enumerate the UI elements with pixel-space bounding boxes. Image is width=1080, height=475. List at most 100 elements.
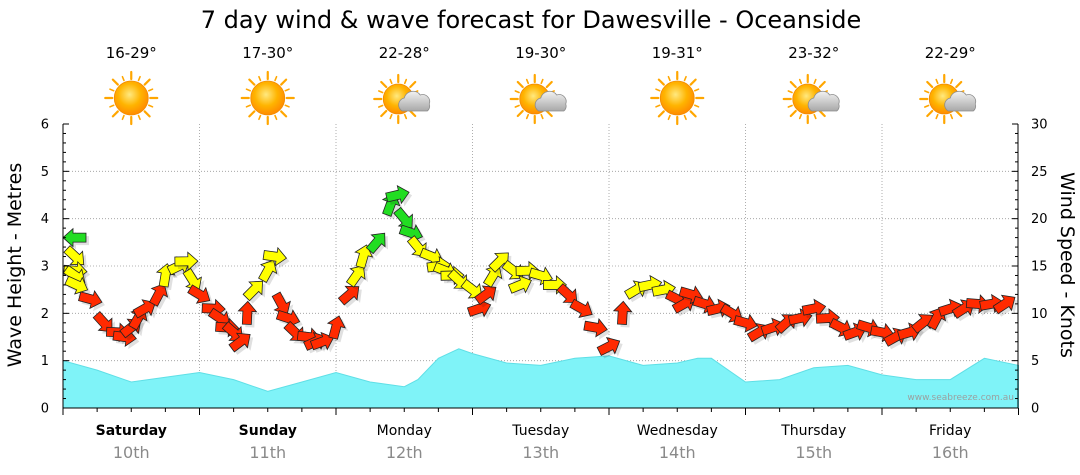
sun-icon — [240, 70, 295, 126]
sun-ray — [694, 104, 700, 108]
sun-ray — [409, 80, 417, 89]
sun-ray — [258, 114, 262, 121]
wind-arrow — [365, 232, 386, 255]
sun-ray — [545, 80, 553, 89]
chart-title: 7 day wind & wave forecast for Dawesvill… — [201, 6, 862, 34]
day-name: Sunday — [239, 423, 297, 439]
sun-cloud-icon — [373, 73, 431, 125]
sun-ray — [389, 113, 393, 120]
day-date: 11th — [249, 443, 286, 462]
wind-arrow — [612, 300, 633, 325]
sun-ray — [789, 80, 797, 89]
sun-ray — [540, 78, 544, 85]
sun-ray — [245, 104, 251, 108]
sun-ray — [380, 80, 388, 89]
sun-ray — [924, 90, 930, 94]
wind-arrow — [309, 331, 335, 351]
wind-arrow — [148, 283, 169, 307]
wind-arrow — [488, 252, 509, 273]
wind-arrow — [596, 336, 621, 357]
wind-arrow — [63, 245, 85, 266]
sun-ray — [143, 78, 151, 86]
sun-ray — [280, 78, 288, 86]
temperature-range: 22-28° — [379, 44, 430, 62]
sun-ray — [789, 109, 797, 118]
sun-ray — [655, 88, 661, 92]
temperature-range: 19-30° — [515, 44, 566, 62]
wave-height-area — [62, 348, 1019, 409]
sun-ray — [924, 104, 930, 108]
wind-arrow — [132, 299, 156, 319]
sun-disc — [250, 80, 286, 116]
wind-arrow — [62, 227, 87, 248]
cloud-shape — [534, 90, 567, 112]
sun-ray — [516, 109, 524, 118]
sun-ray — [143, 110, 151, 118]
sun-ray — [121, 114, 125, 121]
wind-arrow — [228, 332, 251, 353]
sun-ray — [248, 110, 256, 118]
sun-ray — [137, 75, 141, 82]
sun-ray — [109, 88, 115, 92]
sun-ray — [949, 78, 954, 85]
sun-ray — [813, 78, 817, 85]
sun-ray — [667, 75, 671, 82]
y-axis-right-label: Wind Speed - Knots — [1056, 172, 1078, 358]
y-tick-label-left: 3 — [41, 260, 49, 275]
sun-ray — [689, 78, 697, 86]
wind-arrow — [507, 275, 532, 294]
sun-ray — [378, 90, 384, 94]
wind-arrow — [801, 298, 827, 319]
sun-ray — [655, 104, 661, 108]
sun-ray — [403, 113, 408, 120]
wind-arrow — [262, 246, 288, 267]
sun-ray — [955, 109, 963, 118]
wind-arrow — [242, 280, 263, 302]
sun-cloud-icon — [509, 73, 567, 125]
wind-arrow — [78, 289, 103, 310]
wind-arrow — [92, 311, 113, 333]
sun-icon — [650, 70, 705, 126]
wind-arrow — [583, 318, 608, 338]
y-tick-label-right: 20 — [1031, 212, 1048, 227]
sun-ray — [514, 90, 520, 94]
sun-ray — [274, 114, 278, 121]
day-date: 16th — [932, 443, 969, 462]
sun-ray — [525, 113, 530, 120]
sun-ray — [657, 110, 665, 118]
sun-ray — [798, 78, 803, 85]
sun-ray — [121, 75, 125, 82]
sun-ray — [378, 104, 384, 108]
sun-ray — [926, 80, 934, 89]
sun-ray — [926, 109, 934, 118]
day-name: Friday — [929, 423, 971, 439]
sun-ray — [657, 78, 665, 86]
wind-arrow — [258, 259, 278, 284]
y-tick-label-left: 0 — [41, 402, 49, 417]
wind-arrow — [474, 285, 497, 306]
sun-disc — [113, 80, 149, 116]
y-tick-label-left: 4 — [41, 212, 49, 227]
sun-ray — [545, 109, 553, 118]
cloud-shape — [398, 90, 431, 112]
sun-ray — [245, 88, 251, 92]
sun-ray — [403, 78, 408, 85]
sun-ray — [111, 110, 119, 118]
sun-ray — [667, 114, 671, 121]
wind-arrow — [569, 298, 593, 319]
sun-ray — [137, 114, 141, 121]
day-date: 13th — [522, 443, 559, 462]
y-tick-label-right: 0 — [1031, 402, 1039, 417]
y-tick-label-right: 10 — [1031, 307, 1048, 322]
day-date: 14th — [659, 443, 696, 462]
sun-ray — [689, 110, 697, 118]
wind-arrow — [447, 268, 469, 289]
wind-arrow — [237, 300, 258, 325]
y-tick-label-left: 2 — [41, 307, 49, 322]
sun-ray — [148, 104, 154, 108]
sun-ray — [284, 88, 290, 92]
sun-ray — [818, 109, 826, 118]
wind-arrow — [174, 251, 199, 272]
temperature-range: 23-32° — [788, 44, 839, 62]
temperature-range: 22-29° — [925, 44, 976, 62]
